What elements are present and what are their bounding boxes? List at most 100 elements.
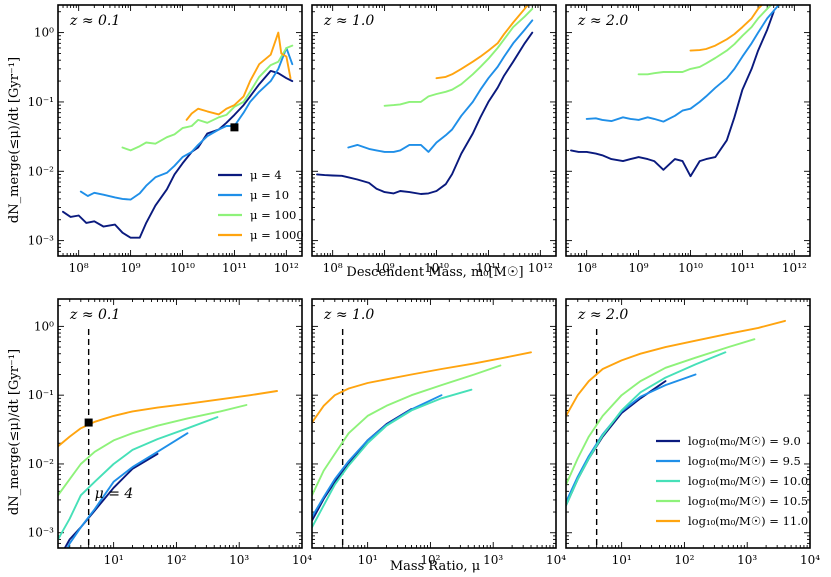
- mu-label: μ = 4: [95, 486, 134, 502]
- legend-bottom: log₁₀(m₀/M☉) = 9.0 log₁₀(m₀/M☉) = 9.5 log₁…: [656, 434, 808, 528]
- panel-frame: [311, 4, 557, 257]
- highlight-marker: [84, 418, 93, 427]
- x-tick-label: 10¹: [358, 553, 378, 567]
- series-line: [62, 69, 294, 239]
- panel-r1-c1: 10¹ 10² 10³ 10⁴ z ≈ 1.0: [311, 298, 566, 567]
- redshift-label: z ≈ 1.0: [323, 13, 374, 29]
- x-tick-label: 10⁸: [577, 261, 597, 275]
- y-tick-label: 10⁻³: [28, 526, 55, 540]
- series-line: [312, 388, 473, 529]
- minor-ticks: [311, 5, 557, 257]
- x-tick-label: 10¹: [104, 553, 124, 567]
- redshift-label: z ≈ 0.1: [69, 13, 120, 29]
- series-line: [312, 364, 502, 497]
- x-tick-label: 10¹²: [782, 261, 807, 275]
- series-group: [62, 31, 294, 239]
- bottom-x-axis-label: Mass Ratio, μ: [390, 559, 480, 574]
- top-x-axis-label: Descendent Mass, m₀[M☉]: [346, 265, 523, 280]
- redshift-label: z ≈ 1.0: [323, 307, 374, 323]
- x-tick-label: 10⁴: [546, 553, 566, 567]
- series-line: [566, 351, 727, 507]
- x-tick-label: 10¹¹: [730, 261, 755, 275]
- series-group: [316, 5, 534, 195]
- panel-r0-c2: 10⁸ 10⁹ 10¹⁰ 10¹¹ 10¹² z ≈ 2.0: [565, 4, 811, 275]
- series-line: [58, 404, 248, 497]
- x-tick-label: 10³: [737, 553, 757, 567]
- y-tick-label: 10⁻¹: [28, 95, 54, 109]
- series-line: [66, 432, 189, 548]
- series-line: [185, 31, 292, 121]
- x-tick-label: 10¹⁰: [170, 261, 195, 275]
- minor-ticks: [566, 299, 810, 549]
- y-tick-label: 10⁻²: [28, 164, 55, 178]
- panel-frame: [57, 4, 303, 257]
- series-line: [312, 394, 443, 518]
- series-line: [312, 351, 532, 424]
- x-tick-label: 10³: [229, 553, 249, 567]
- series-group: [312, 329, 532, 548]
- axes-layer: 10⁻³ 10⁻² 10⁻¹ 10⁰ 10⁸ 10⁹ 10¹⁰ 10¹¹ 10¹² z ≈ 0.1…: [28, 4, 820, 567]
- redshift-label: z ≈ 0.1: [69, 307, 120, 323]
- series-line: [347, 19, 534, 153]
- legend-top: μ = 4 μ = 10 μ = 100 μ = 1000: [218, 168, 304, 242]
- legend-label: μ = 4: [250, 168, 282, 182]
- series-line: [570, 10, 775, 178]
- x-tick-label: 10²: [674, 553, 694, 567]
- series-line: [58, 416, 219, 541]
- series-group: [58, 329, 278, 548]
- minor-ticks: [312, 299, 556, 549]
- x-tick-label: 10¹: [612, 553, 632, 567]
- panel-r1-c2: 10¹ 10² 10³ 10⁴ z ≈ 2.0: [565, 298, 820, 567]
- legend-label: μ = 100: [250, 208, 296, 222]
- legend-label: μ = 1000: [250, 228, 304, 242]
- x-tick-label: 10²: [166, 553, 186, 567]
- series-line: [316, 31, 534, 195]
- y-tick-label: 10⁰: [34, 319, 54, 333]
- panel-r1-c0: 10⁻³ 10⁻² 10⁻¹ 10⁰ 10¹ 10² 10³ 10⁴ z ≈ 0.1 μ = 4: [28, 298, 312, 567]
- panel-r0-c0: 10⁻³ 10⁻² 10⁻¹ 10⁰ 10⁸ 10⁹ 10¹⁰ 10¹¹ 10¹² z ≈ 0.1: [28, 4, 303, 275]
- y-tick-label: 10⁰: [34, 26, 54, 40]
- x-tick-label: 10¹¹: [222, 261, 247, 275]
- series-group: [570, 5, 780, 178]
- panel-r0-c1: 10⁸ 10⁹ 10¹⁰ 10¹¹ 10¹² z ≈ 1.0: [311, 4, 557, 275]
- series-line: [383, 7, 534, 107]
- panel-frame: [565, 298, 811, 549]
- legend-label: log₁₀(m₀/M☉) = 9.0: [688, 434, 801, 448]
- panel-frame: [311, 298, 557, 549]
- series-line: [585, 5, 780, 123]
- x-tick-label: 10⁴: [800, 553, 820, 567]
- series-line: [566, 380, 667, 507]
- series-line: [566, 373, 697, 503]
- y-tick-label: 10⁻³: [28, 234, 55, 248]
- x-tick-label: 10⁸: [69, 261, 89, 275]
- series-group: [566, 319, 786, 548]
- highlight-marker: [230, 123, 239, 132]
- legend-label: μ = 10: [250, 188, 289, 202]
- series-line: [637, 5, 773, 76]
- legend-label: log₁₀(m₀/M☉) = 10.0: [688, 474, 808, 488]
- legend-label: log₁₀(m₀/M☉) = 11.0: [688, 514, 808, 528]
- x-tick-label: 10¹²: [528, 261, 553, 275]
- series-line: [566, 319, 786, 417]
- bottom-y-axis-label: dN_merge(≤μ)/dt [Gyr⁻¹]: [7, 349, 22, 515]
- x-tick-label: 10⁸: [323, 261, 343, 275]
- x-tick-label: 10³: [483, 553, 503, 567]
- x-tick-label: 10¹¹: [476, 261, 501, 275]
- x-tick-label: 10⁴: [292, 553, 312, 567]
- x-tick-label: 10⁹: [121, 261, 141, 275]
- minor-ticks: [565, 5, 811, 257]
- y-tick-label: 10⁻²: [28, 457, 55, 471]
- redshift-label: z ≈ 2.0: [577, 13, 628, 29]
- series-line: [435, 5, 530, 80]
- panel-frame: [57, 298, 303, 549]
- series-line: [121, 44, 294, 152]
- x-tick-label: 10²: [420, 553, 440, 567]
- x-tick-label: 10⁹: [375, 261, 395, 275]
- series-line: [566, 338, 756, 486]
- series-line: [79, 47, 294, 201]
- series-line: [58, 390, 278, 448]
- redshift-label: z ≈ 2.0: [577, 307, 628, 323]
- x-tick-label: 10¹⁰: [678, 261, 703, 275]
- panel-frame: [565, 4, 811, 257]
